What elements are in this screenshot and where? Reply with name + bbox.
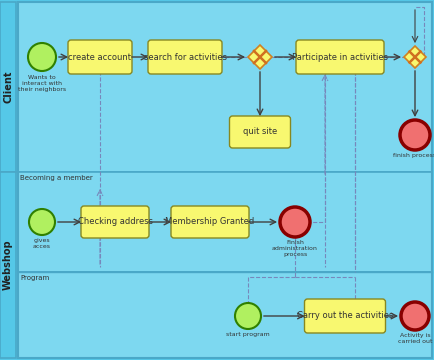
- Text: Becoming a member: Becoming a member: [20, 175, 93, 181]
- Text: search for activities: search for activities: [144, 53, 227, 62]
- Polygon shape: [404, 46, 426, 68]
- FancyBboxPatch shape: [305, 299, 385, 333]
- Circle shape: [401, 302, 429, 330]
- Text: create account: create account: [69, 53, 132, 62]
- FancyBboxPatch shape: [0, 172, 16, 358]
- Text: start program: start program: [226, 332, 270, 337]
- Text: Carry out the activities: Carry out the activities: [297, 311, 393, 320]
- Polygon shape: [248, 45, 272, 69]
- Text: Wants to
interact with
their neighbors: Wants to interact with their neighbors: [18, 75, 66, 91]
- Circle shape: [400, 120, 430, 150]
- Circle shape: [235, 303, 261, 329]
- FancyBboxPatch shape: [296, 40, 384, 74]
- FancyBboxPatch shape: [171, 206, 249, 238]
- Text: Participate in activities: Participate in activities: [292, 53, 388, 62]
- FancyBboxPatch shape: [148, 40, 222, 74]
- Text: Finish
administration
process: Finish administration process: [272, 240, 318, 257]
- FancyBboxPatch shape: [230, 116, 290, 148]
- Text: Activity is
carried out: Activity is carried out: [398, 333, 432, 344]
- FancyBboxPatch shape: [81, 206, 149, 238]
- Text: Webshop: Webshop: [3, 240, 13, 290]
- FancyBboxPatch shape: [18, 172, 432, 272]
- FancyBboxPatch shape: [18, 272, 432, 358]
- Text: finish process: finish process: [394, 153, 434, 158]
- FancyBboxPatch shape: [18, 2, 432, 172]
- FancyBboxPatch shape: [68, 40, 132, 74]
- Text: gives
acces: gives acces: [33, 238, 51, 249]
- Circle shape: [280, 207, 310, 237]
- Text: Membership Granted: Membership Granted: [165, 217, 255, 226]
- Circle shape: [29, 209, 55, 235]
- Text: Program: Program: [20, 275, 49, 281]
- FancyBboxPatch shape: [0, 2, 16, 172]
- Text: Client: Client: [3, 71, 13, 103]
- Text: quit site: quit site: [243, 127, 277, 136]
- Text: Checking address: Checking address: [78, 217, 152, 226]
- Circle shape: [28, 43, 56, 71]
